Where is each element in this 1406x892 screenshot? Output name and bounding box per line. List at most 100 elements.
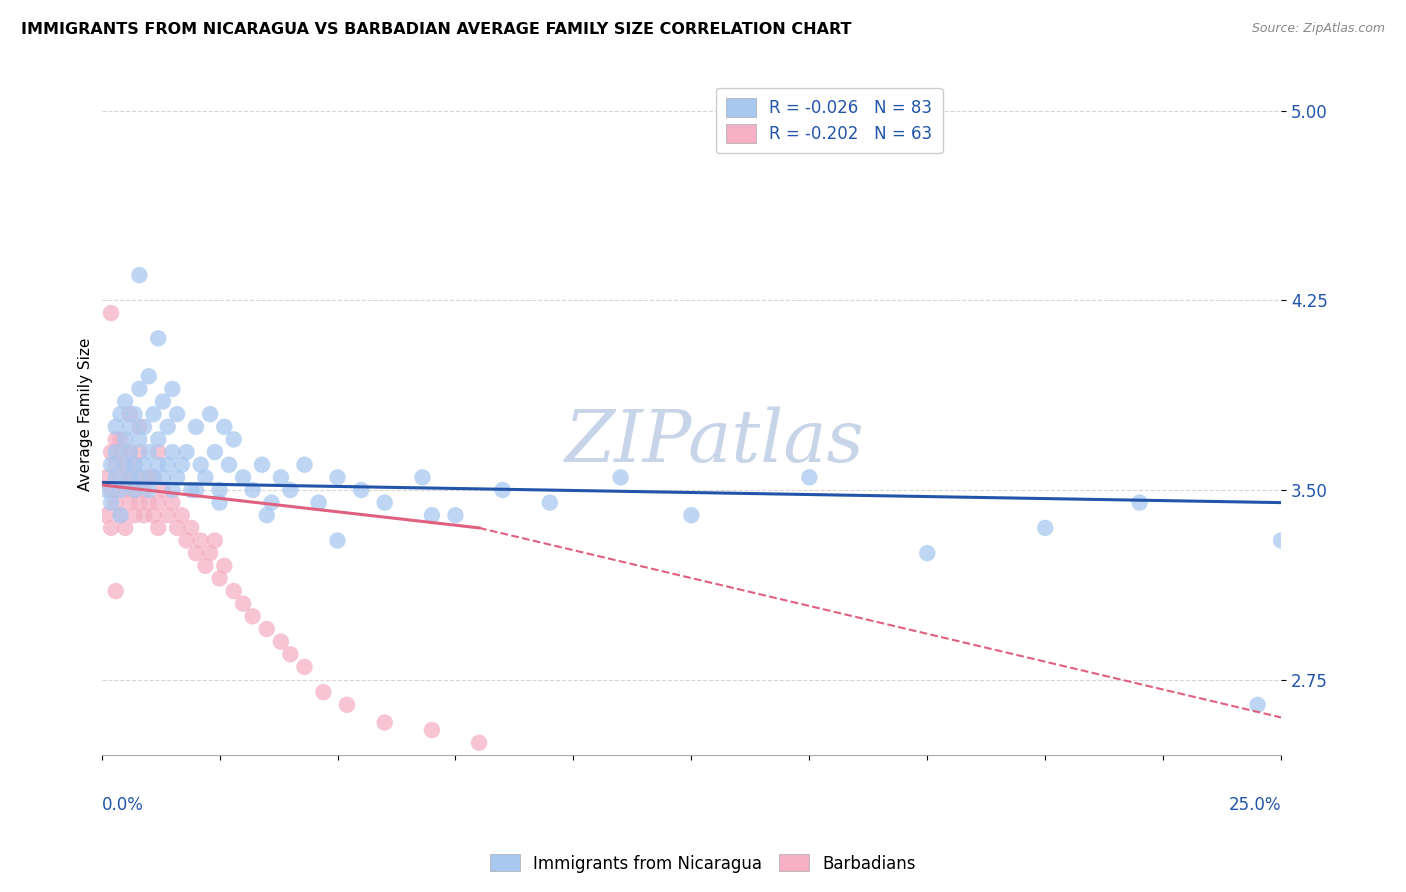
- Point: [278, 647, 301, 661]
- Point: [128, 433, 150, 447]
- Point: [156, 458, 179, 472]
- Point: [162, 483, 184, 497]
- Point: [104, 445, 127, 459]
- Point: [166, 407, 188, 421]
- Point: [148, 495, 170, 509]
- Point: [118, 445, 141, 459]
- Point: [100, 306, 122, 320]
- Point: [148, 433, 170, 447]
- Point: [148, 331, 170, 345]
- Point: [208, 495, 231, 509]
- Point: [336, 698, 359, 712]
- Point: [538, 495, 561, 509]
- Point: [1279, 508, 1302, 523]
- Point: [132, 419, 155, 434]
- Point: [114, 433, 136, 447]
- Point: [110, 508, 132, 523]
- Point: [609, 470, 631, 484]
- Point: [232, 470, 254, 484]
- Point: [124, 458, 146, 472]
- Point: [124, 458, 146, 472]
- Point: [124, 483, 146, 497]
- Point: [204, 533, 226, 548]
- Point: [128, 382, 150, 396]
- Text: ZIPatlas: ZIPatlas: [565, 406, 865, 476]
- Point: [118, 470, 141, 484]
- Point: [114, 458, 136, 472]
- Point: [152, 470, 174, 484]
- Point: [176, 445, 198, 459]
- Point: [132, 508, 155, 523]
- Text: 25.0%: 25.0%: [1229, 797, 1281, 814]
- Point: [152, 394, 174, 409]
- Point: [194, 470, 217, 484]
- Point: [138, 470, 160, 484]
- Point: [411, 470, 433, 484]
- Point: [118, 407, 141, 421]
- Point: [110, 483, 132, 497]
- Point: [170, 458, 193, 472]
- Point: [128, 495, 150, 509]
- Point: [214, 558, 236, 573]
- Text: 0.0%: 0.0%: [101, 797, 143, 814]
- Point: [104, 495, 127, 509]
- Point: [326, 533, 349, 548]
- Point: [110, 407, 132, 421]
- Point: [799, 470, 821, 484]
- Legend: Immigrants from Nicaragua, Barbadians: Immigrants from Nicaragua, Barbadians: [484, 847, 922, 880]
- Point: [1294, 483, 1316, 497]
- Point: [468, 736, 491, 750]
- Point: [114, 521, 136, 535]
- Point: [104, 584, 127, 599]
- Point: [176, 533, 198, 548]
- Point: [162, 382, 184, 396]
- Point: [294, 458, 316, 472]
- Point: [222, 584, 245, 599]
- Point: [308, 495, 330, 509]
- Point: [260, 495, 283, 509]
- Point: [214, 419, 236, 434]
- Point: [96, 470, 118, 484]
- Point: [110, 470, 132, 484]
- Point: [152, 483, 174, 497]
- Point: [162, 445, 184, 459]
- Point: [270, 470, 292, 484]
- Point: [138, 445, 160, 459]
- Point: [100, 445, 122, 459]
- Point: [270, 634, 292, 648]
- Point: [100, 521, 122, 535]
- Point: [1033, 521, 1056, 535]
- Point: [326, 470, 349, 484]
- Text: IMMIGRANTS FROM NICARAGUA VS BARBADIAN AVERAGE FAMILY SIZE CORRELATION CHART: IMMIGRANTS FROM NICARAGUA VS BARBADIAN A…: [21, 22, 852, 37]
- Point: [374, 715, 396, 730]
- Point: [184, 483, 207, 497]
- Point: [110, 433, 132, 447]
- Point: [162, 495, 184, 509]
- Point: [1270, 533, 1292, 548]
- Point: [104, 458, 127, 472]
- Point: [374, 495, 396, 509]
- Y-axis label: Average Family Size: Average Family Size: [79, 337, 93, 491]
- Point: [208, 483, 231, 497]
- Point: [190, 533, 212, 548]
- Point: [100, 483, 122, 497]
- Point: [232, 597, 254, 611]
- Point: [242, 483, 264, 497]
- Point: [114, 394, 136, 409]
- Point: [142, 470, 165, 484]
- Point: [96, 508, 118, 523]
- Point: [138, 495, 160, 509]
- Point: [100, 495, 122, 509]
- Point: [208, 571, 231, 585]
- Point: [124, 483, 146, 497]
- Point: [204, 445, 226, 459]
- Point: [350, 483, 373, 497]
- Point: [444, 508, 467, 523]
- Point: [132, 458, 155, 472]
- Point: [180, 521, 202, 535]
- Point: [166, 521, 188, 535]
- Point: [138, 369, 160, 384]
- Point: [218, 458, 240, 472]
- Point: [917, 546, 939, 560]
- Point: [170, 508, 193, 523]
